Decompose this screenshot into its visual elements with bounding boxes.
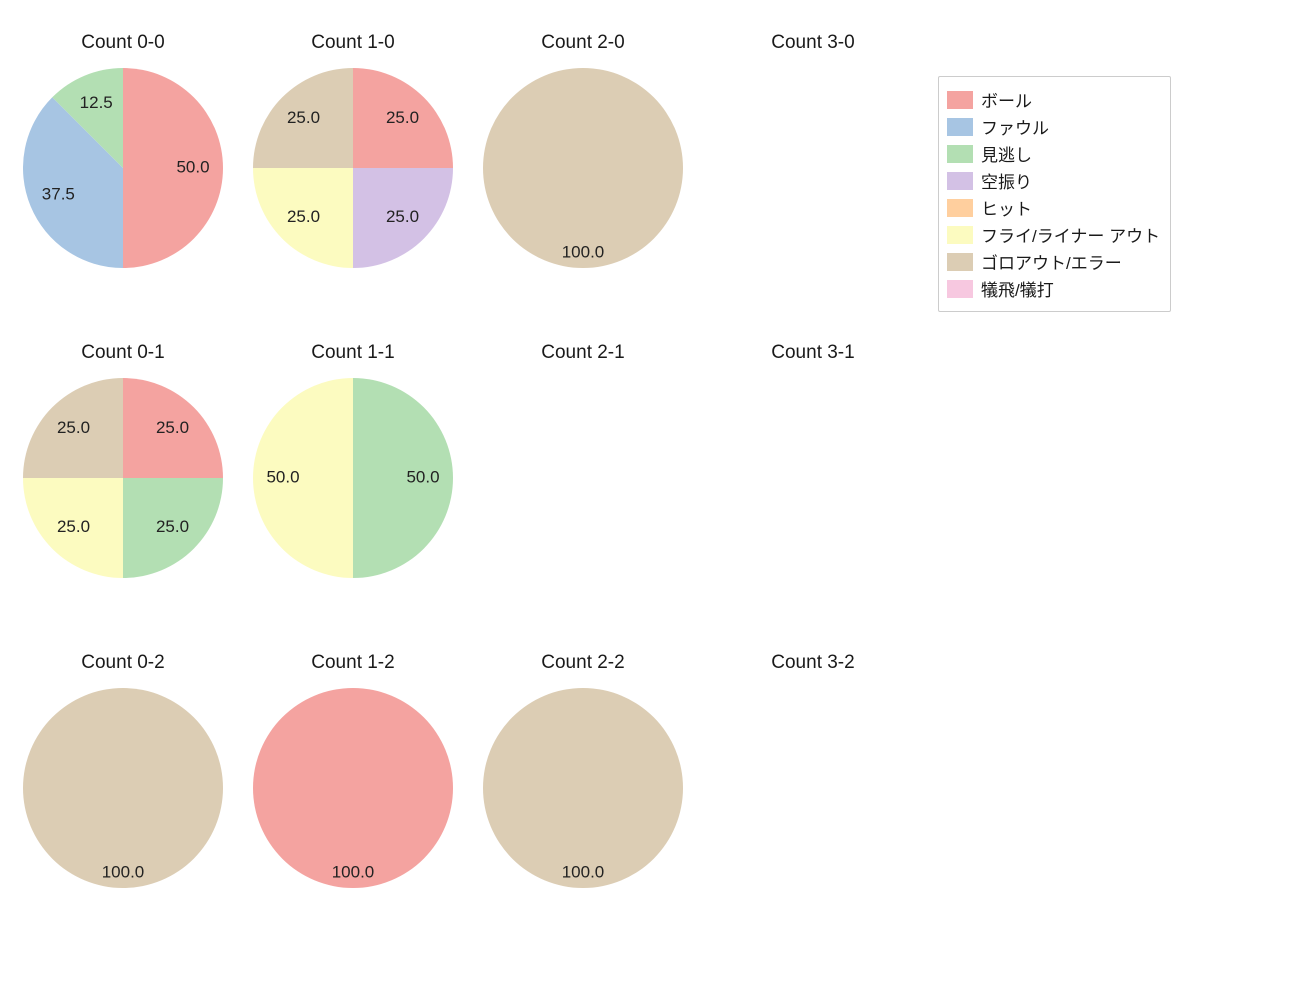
legend-label: ボール [981,87,1032,112]
legend-label: 犠飛/犠打 [981,276,1054,301]
chart-title: Count 3-2 [698,652,928,674]
chart-title: Count 3-1 [698,342,928,364]
legend-item: ファウル [947,114,1160,139]
pie-slice-label: 100.0 [102,862,145,881]
pie-chart: 25.0 25.0 25.0 25.0 [23,378,223,578]
chart-cell: Count 0-1 25.0 25.0 25.0 25.0 [8,318,238,628]
pie-slice-label: 25.0 [57,517,90,536]
pie-chart: 50.0 50.0 [253,378,453,578]
legend-swatch [947,118,973,136]
pie-chart: 25.0 25.0 25.0 25.0 [253,68,453,268]
chart-title: Count 0-0 [8,32,238,54]
chart-cell: Count 2-1 [468,318,698,628]
pie-slice-label: 25.0 [287,207,320,226]
pie-chart: 100.0 [483,68,683,268]
chart-cell: Count 2-0 100.0 [468,8,698,318]
chart-cell: Count 3-2 [698,628,928,938]
legend-swatch [947,199,973,217]
legend-label: ゴロアウト/エラー [981,249,1122,274]
pie-chart: 100.0 [23,688,223,888]
chart-cell: Count 1-0 25.0 25.0 25.0 25.0 [238,8,468,318]
legend-item: 空振り [947,168,1160,193]
chart-title: Count 1-2 [238,652,468,674]
pie-slice-label: 12.5 [80,93,113,112]
chart-title: Count 0-1 [8,342,238,364]
legend-label: ヒット [981,195,1032,220]
legend-label: フライ/ライナー アウト [981,222,1160,247]
legend-label: 空振り [981,168,1032,193]
pie-slice-label: 25.0 [57,418,90,437]
pie-slice [23,688,223,888]
pie-slice [483,68,683,268]
pie-slice-label: 50.0 [176,157,209,176]
pie-chart: 100.0 [483,688,683,888]
chart-cell: Count 3-0 [698,8,928,318]
pie-slice-label: 37.5 [42,184,75,203]
chart-cell: Count 0-0 50.0 37.5 12.5 [8,8,238,318]
chart-title: Count 2-2 [468,652,698,674]
pie-slice-label: 100.0 [562,862,605,881]
chart-cell: Count 2-2 100.0 [468,628,698,938]
pie-slice-label: 25.0 [156,517,189,536]
legend-item: 犠飛/犠打 [947,276,1160,301]
legend-item: ボール [947,87,1160,112]
chart-title: Count 2-0 [468,32,698,54]
chart-cell: Count 0-2 100.0 [8,628,238,938]
legend-swatch [947,145,973,163]
pie-slice-label: 25.0 [386,108,419,127]
pie-slice-label: 25.0 [386,207,419,226]
chart-title: Count 1-0 [238,32,468,54]
legend-swatch [947,253,973,271]
pie-chart: 100.0 [253,688,453,888]
pie-chart: 50.0 37.5 12.5 [23,68,223,268]
pie-slice-label: 50.0 [406,467,439,486]
pie-slice-label: 50.0 [266,467,299,486]
pie-slice [253,688,453,888]
pie-slice-label: 100.0 [332,862,375,881]
chart-cell: Count 3-1 [698,318,928,628]
chart-cell: Count 1-1 50.0 50.0 [238,318,468,628]
pie-slice-label: 100.0 [562,242,605,261]
legend-swatch [947,91,973,109]
chart-title: Count 3-0 [698,32,928,54]
legend-item: ヒット [947,195,1160,220]
legend-item: 見逃し [947,141,1160,166]
legend-swatch [947,280,973,298]
chart-cell: Count 1-2 100.0 [238,628,468,938]
legend-label: ファウル [981,114,1049,139]
legend-swatch [947,172,973,190]
chart-title: Count 2-1 [468,342,698,364]
chart-title: Count 1-1 [238,342,468,364]
legend: ボールファウル見逃し空振りヒットフライ/ライナー アウトゴロアウト/エラー犠飛/… [938,76,1171,312]
legend-item: ゴロアウト/エラー [947,249,1160,274]
chart-title: Count 0-2 [8,652,238,674]
pie-slice-label: 25.0 [287,108,320,127]
legend-swatch [947,226,973,244]
legend-item: フライ/ライナー アウト [947,222,1160,247]
pie-slice [483,688,683,888]
legend-label: 見逃し [981,141,1032,166]
pie-slice-label: 25.0 [156,418,189,437]
